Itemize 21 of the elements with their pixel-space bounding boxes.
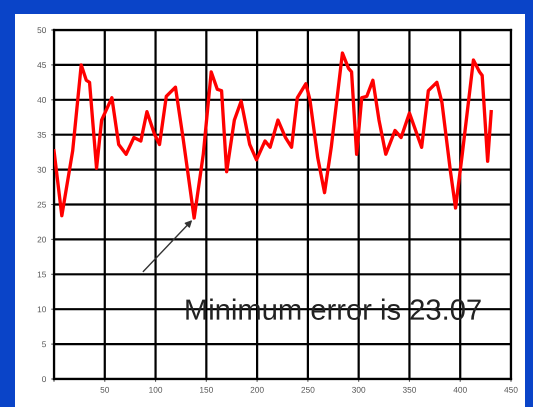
x-tick-label: 400 [453,386,467,393]
y-tick-label: 35 [37,132,46,138]
x-tick-label: 250 [301,386,315,393]
y-tick-label: 0 [42,376,46,382]
line-series [54,51,493,220]
x-tick-label: 450 [504,386,518,393]
x-tick-label: 100 [149,386,162,393]
x-tick-label: 150 [200,386,213,393]
y-tick-label: 30 [37,166,46,173]
x-tick-label: 300 [352,386,366,393]
y-tick-label: 15 [38,272,46,278]
y-tick-label: 25 [38,202,46,208]
y-tick-label: 50 [37,27,46,34]
y-tick-label: 5 [42,341,46,348]
y-tick-label: 10 [38,306,46,312]
y-tick-label: 40 [37,97,46,103]
x-tick-label: 50 [100,386,110,393]
y-tick-label: 20 [38,236,46,242]
y-tick-label: 45 [37,62,46,68]
x-tick-label: 200 [250,386,264,393]
x-tick-label: 350 [402,386,416,393]
